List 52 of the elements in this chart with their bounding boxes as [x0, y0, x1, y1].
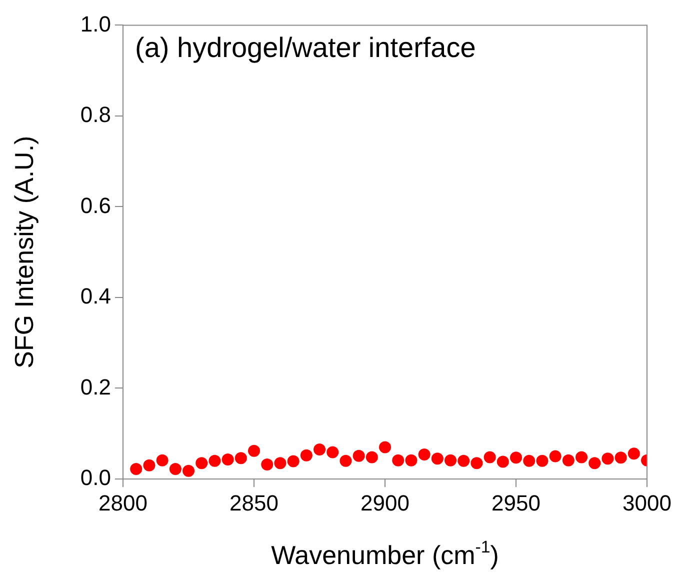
point — [431, 452, 444, 465]
point — [234, 452, 247, 464]
point — [588, 457, 601, 470]
point — [326, 446, 339, 458]
point — [208, 454, 221, 467]
point — [536, 454, 548, 467]
point — [549, 450, 562, 462]
point — [470, 457, 483, 470]
point — [143, 459, 156, 472]
point — [248, 444, 260, 457]
point — [510, 452, 522, 464]
point — [366, 451, 378, 464]
x-tick-label: 2950 — [492, 490, 540, 516]
x-tick-label: 2850 — [230, 490, 278, 516]
point — [496, 456, 509, 468]
point — [169, 463, 182, 476]
point — [352, 450, 365, 462]
x-tick-label: 3000 — [622, 490, 672, 516]
y-tick-label: 0.4 — [80, 284, 111, 309]
point — [340, 454, 352, 467]
point — [484, 451, 496, 464]
x-tick-label: 2800 — [98, 490, 148, 516]
y-tick-label: 0.2 — [80, 374, 111, 400]
point — [444, 454, 456, 466]
point — [602, 452, 614, 465]
point — [418, 448, 430, 460]
y-tick-label: 1.0 — [80, 11, 111, 36]
point — [300, 449, 312, 462]
point — [405, 454, 418, 466]
point — [576, 451, 588, 464]
point — [287, 455, 300, 468]
point — [222, 453, 234, 466]
point — [274, 457, 286, 470]
y-axis-title: SFG Intensity (A.U.) — [9, 136, 40, 368]
point — [458, 454, 470, 467]
point — [196, 457, 208, 470]
point — [392, 454, 404, 466]
point — [130, 463, 142, 476]
point — [379, 441, 391, 454]
y-tick-label: 0.8 — [80, 102, 111, 128]
point — [314, 444, 326, 456]
x-tick-label: 2900 — [360, 490, 410, 516]
y-tick-label: 0.6 — [80, 192, 111, 218]
point — [261, 458, 274, 470]
point — [562, 454, 574, 466]
y-tick-label: 0.0 — [80, 465, 111, 490]
point — [523, 454, 536, 467]
point — [628, 448, 640, 460]
annotation: (a) hydrogel/water interface — [135, 32, 476, 63]
point — [156, 454, 168, 466]
point — [614, 452, 627, 464]
point — [182, 464, 194, 477]
